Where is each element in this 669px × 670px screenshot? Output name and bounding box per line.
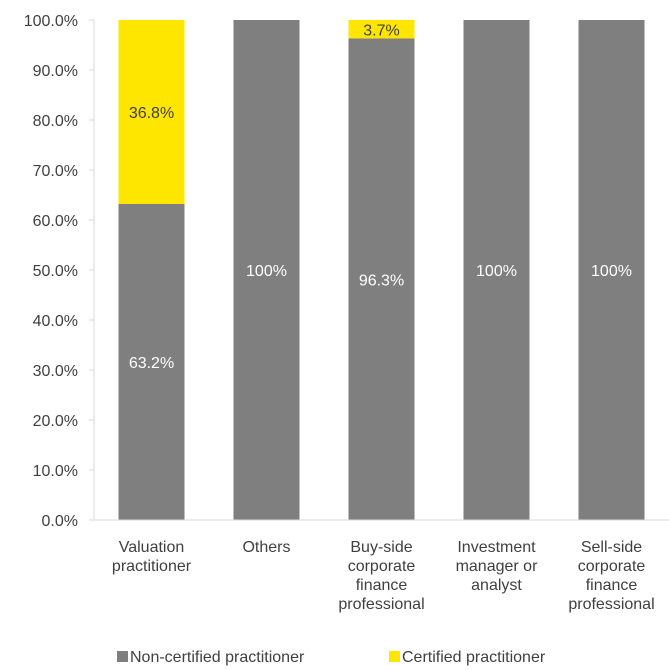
x-tick-label: professional <box>338 596 424 613</box>
x-tick-label: Valuation <box>119 539 185 556</box>
data-label: 100% <box>476 263 517 280</box>
bar-segment <box>578 20 645 520</box>
y-tick-label: 40.0% <box>33 313 78 330</box>
x-tick-label: professional <box>568 596 654 613</box>
x-axis: Valuation practitioner Others Buy-side corpo… <box>94 519 669 613</box>
y-tick-label: 0.0% <box>42 513 78 530</box>
x-tick-label: manager or <box>456 558 538 575</box>
data-label: 63.2% <box>129 355 174 372</box>
bar-segment <box>348 20 415 39</box>
bars: 63.2% 36.8% 100% 96.3% 3.7% 100% 100% <box>118 20 645 520</box>
y-tick-label: 80.0% <box>33 113 78 130</box>
x-tick-label: analyst <box>471 577 522 594</box>
x-tick-label: Buy-side <box>350 539 412 556</box>
x-tick-label: finance <box>356 577 408 594</box>
bar-segment <box>463 20 530 520</box>
bar-segment <box>233 20 300 520</box>
legend-swatch <box>117 651 128 662</box>
y-tick-label: 90.0% <box>33 63 78 80</box>
x-tick-label: Sell-side <box>581 539 642 556</box>
y-tick-label: 50.0% <box>33 263 78 280</box>
bar-segment <box>118 20 185 204</box>
legend-label: Certified practitioner <box>402 649 546 666</box>
bar-segment <box>348 38 415 520</box>
y-axis: 0.0% 10.0% 20.0% 30.0% 40.0% 50.0% 60.0% 70.0% 8… <box>24 13 95 530</box>
legend: Non-certified practitioner Certified prac… <box>117 649 546 666</box>
x-tick-label: Investment <box>457 539 536 556</box>
data-label: 100% <box>246 263 287 280</box>
legend-swatch <box>389 651 400 662</box>
x-tick-label: practitioner <box>112 558 192 575</box>
x-tick-label: corporate <box>578 558 646 575</box>
data-label: 3.7% <box>363 22 399 39</box>
y-tick-label: 30.0% <box>33 363 78 380</box>
y-tick-label: 100.0% <box>24 13 78 30</box>
y-tick-label: 10.0% <box>33 463 78 480</box>
x-tick-label: finance <box>586 577 638 594</box>
bar-segment <box>118 204 185 520</box>
x-tick-label: Others <box>242 539 290 556</box>
y-tick-label: 60.0% <box>33 213 78 230</box>
data-label: 100% <box>591 263 632 280</box>
y-tick-label: 70.0% <box>33 163 78 180</box>
data-label: 36.8% <box>129 105 174 122</box>
x-tick-label: corporate <box>348 558 416 575</box>
data-label: 96.3% <box>359 272 404 289</box>
y-tick-label: 20.0% <box>33 413 78 430</box>
legend-label: Non-certified practitioner <box>130 649 305 666</box>
